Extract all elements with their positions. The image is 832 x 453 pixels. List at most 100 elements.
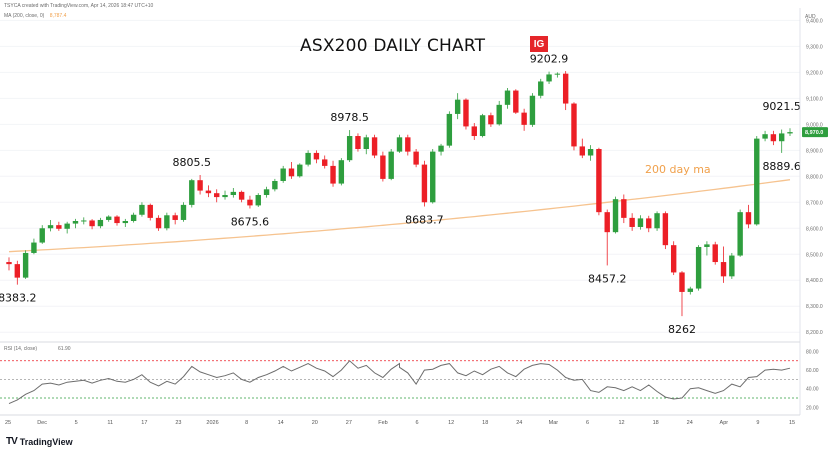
- candle-down: [621, 194, 627, 224]
- price-annotation: 9202.9: [530, 53, 569, 66]
- candle-body: [471, 126, 477, 137]
- candle-up: [230, 187, 237, 198]
- candle-down: [679, 271, 685, 317]
- candle-up: [554, 72, 561, 78]
- candle-up: [305, 150, 311, 167]
- price-annotation: 8683.7: [405, 213, 444, 226]
- rsi-panel: RSI (14, close) 61.90 20.00 40.00 60.00 80.00: [0, 341, 819, 411]
- candle-up: [297, 163, 303, 178]
- candle-up: [388, 149, 394, 181]
- candle-body: [612, 199, 619, 233]
- candle-body: [729, 255, 735, 277]
- rsi-tick-label: 20.00: [806, 405, 819, 411]
- candle-up: [31, 238, 37, 255]
- candle-body: [587, 149, 594, 156]
- candle-body: [488, 115, 494, 125]
- candle-up: [97, 217, 104, 229]
- candle-body: [255, 195, 261, 206]
- candle-body: [787, 132, 793, 134]
- candle-down: [571, 102, 577, 151]
- price-tick-label: 9,300.0: [806, 44, 823, 50]
- candle-body: [479, 115, 486, 137]
- candle-up: [346, 130, 353, 163]
- time-tick-label: 5: [75, 420, 78, 426]
- candle-body: [89, 220, 95, 227]
- candle-body: [454, 99, 461, 114]
- time-tick-label: 6: [586, 420, 589, 426]
- candle-body: [438, 145, 444, 152]
- candle-body: [272, 180, 278, 190]
- time-tick-label: Dec: [37, 420, 47, 426]
- candle-body: [670, 245, 677, 273]
- time-tick-label: 12: [448, 420, 454, 426]
- candle-up: [587, 145, 594, 161]
- candle-body: [654, 213, 660, 229]
- candle-up: [430, 149, 436, 204]
- candle-body: [413, 151, 419, 165]
- time-tick-label: 11: [107, 420, 113, 426]
- last-price-badge: [802, 127, 828, 138]
- candle-body: [521, 112, 527, 125]
- price-tick-label: 8,900.0: [806, 148, 823, 154]
- candle-body: [546, 74, 552, 82]
- last-price-label: 8,970.0: [805, 130, 823, 136]
- candle-down: [471, 123, 477, 140]
- candle-body: [496, 104, 502, 125]
- candle-up: [496, 100, 502, 126]
- candle-body: [22, 252, 29, 278]
- candle-body: [322, 159, 328, 166]
- candle-up: [396, 134, 403, 153]
- candle-up: [778, 129, 785, 153]
- candle-up: [139, 202, 145, 217]
- candle-up: [538, 78, 544, 99]
- candle-body: [346, 136, 353, 161]
- candle-down: [579, 138, 585, 159]
- candle-body: [39, 228, 45, 243]
- candle-body: [513, 90, 519, 113]
- candle-down: [238, 190, 245, 203]
- tradingview-brand[interactable]: TV TradingView: [6, 436, 73, 447]
- candle-body: [754, 138, 760, 225]
- candle-body: [214, 193, 220, 198]
- candlestick-series: [6, 71, 793, 317]
- price-annotations: 8383.2 8805.5 8675.6 8978.5 8683.7 9202.9 8457…: [0, 53, 801, 337]
- candle-up: [729, 252, 735, 279]
- candle-body: [571, 103, 577, 147]
- candle-down: [114, 215, 120, 226]
- candle-up: [363, 134, 369, 155]
- price-tick-label: 9,400.0: [806, 18, 823, 24]
- candle-up: [222, 190, 228, 200]
- candle-body: [14, 264, 21, 278]
- candle-up: [737, 209, 743, 257]
- candle-body: [737, 212, 743, 256]
- candle-down: [380, 151, 386, 182]
- candle-body: [579, 146, 585, 156]
- time-tick-label: Apr: [720, 420, 729, 426]
- candle-body: [388, 151, 394, 179]
- candle-body: [662, 213, 669, 246]
- created-with-line: TSYCA created with TradingView.com, Apr …: [4, 3, 154, 9]
- candle-body: [695, 246, 702, 289]
- candle-down: [413, 149, 419, 168]
- candle-body: [687, 288, 693, 292]
- candle-down: [421, 160, 428, 207]
- candle-body: [130, 214, 137, 221]
- candle-body: [205, 190, 212, 194]
- candle-body: [139, 204, 145, 215]
- ig-logo: IG: [530, 36, 548, 52]
- time-axis: 25 Dec 5 11 17 23 2026 8 14 20 27 Feb 6 12 18 24 Mar 6 12 1…: [0, 414, 800, 426]
- time-tick-label: 15: [789, 420, 795, 426]
- candle-body: [770, 134, 777, 142]
- time-tick-label: 6: [416, 420, 419, 426]
- candle-down: [313, 150, 320, 164]
- rsi-tick-label: 60.00: [806, 368, 819, 374]
- candle-body: [72, 220, 79, 224]
- candle-body: [529, 95, 536, 125]
- price-tick-label: 8,400.0: [806, 278, 823, 284]
- time-tick-label: 8: [245, 420, 248, 426]
- candle-down: [604, 209, 610, 266]
- candle-down: [488, 112, 494, 127]
- candle-body: [97, 219, 104, 227]
- candle-up: [338, 158, 345, 186]
- candle-up: [762, 130, 768, 142]
